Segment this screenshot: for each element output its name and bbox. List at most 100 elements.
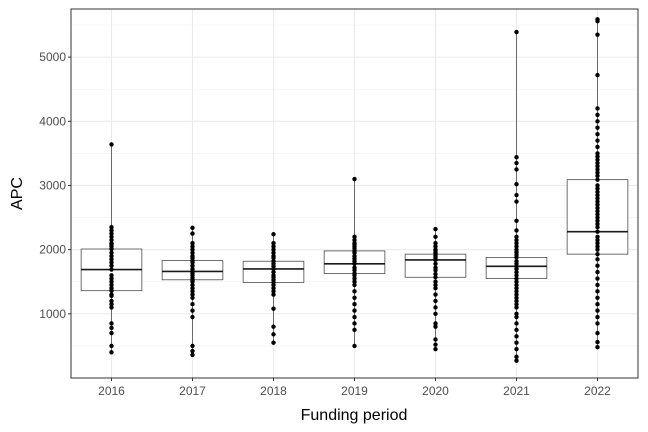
data-point	[190, 314, 195, 320]
data-point	[514, 340, 519, 345]
data-point	[595, 177, 600, 182]
data-point	[352, 282, 357, 288]
data-point	[595, 154, 600, 159]
data-point	[352, 276, 357, 281]
data-point	[271, 340, 276, 345]
x-axis-title: Funding period	[301, 407, 408, 424]
data-point	[433, 311, 438, 317]
data-point	[595, 215, 600, 220]
x-tick-label: 2022	[584, 384, 611, 398]
data-point	[190, 247, 195, 252]
data-point	[595, 131, 600, 137]
data-point	[109, 282, 114, 288]
data-point	[595, 221, 600, 227]
data-point	[595, 125, 600, 130]
x-tick-label: 2021	[503, 384, 530, 398]
data-point	[595, 247, 600, 252]
data-point	[595, 257, 600, 262]
data-point	[595, 196, 600, 201]
data-point	[271, 244, 276, 249]
data-point	[352, 234, 357, 240]
data-point	[190, 302, 195, 307]
data-point	[514, 276, 519, 281]
data-point	[433, 305, 438, 310]
data-point	[595, 106, 600, 111]
data-point	[433, 234, 438, 240]
data-point	[190, 308, 195, 313]
data-point	[271, 292, 276, 297]
data-point	[595, 282, 600, 288]
data-point	[190, 263, 195, 268]
data-point	[433, 346, 438, 352]
data-point	[514, 192, 519, 198]
data-point	[190, 289, 195, 294]
data-point	[190, 266, 195, 272]
data-point	[271, 247, 276, 252]
data-point	[271, 285, 276, 291]
data-point	[352, 327, 357, 333]
data-point	[514, 167, 519, 172]
data-point	[595, 192, 600, 198]
data-point	[514, 292, 519, 297]
data-point	[595, 157, 600, 163]
y-axis-title: APC	[9, 177, 26, 210]
data-point	[514, 279, 519, 284]
data-point	[514, 282, 519, 288]
data-point	[190, 282, 195, 288]
data-point	[433, 342, 438, 347]
data-point	[190, 343, 195, 349]
data-point	[595, 263, 600, 268]
data-point	[109, 241, 114, 246]
data-point	[271, 289, 276, 294]
data-point	[190, 225, 195, 231]
data-point	[109, 260, 114, 265]
data-point	[109, 263, 114, 268]
x-tick-label: 2018	[260, 384, 287, 398]
data-point	[109, 273, 114, 278]
y-tick-label: 1000	[39, 307, 66, 321]
data-point	[514, 244, 519, 249]
data-point	[190, 292, 195, 297]
data-point	[514, 354, 519, 360]
data-point	[433, 271, 438, 277]
x-axis: 2016 2017 2018 2019 2020 2021 2022	[98, 378, 611, 398]
data-point	[352, 271, 357, 276]
data-point	[190, 285, 195, 291]
data-point	[595, 138, 600, 143]
data-point	[595, 344, 600, 350]
data-point	[595, 151, 600, 156]
data-point	[433, 265, 438, 270]
data-point	[109, 253, 114, 259]
data-point	[109, 142, 114, 147]
data-point	[433, 337, 438, 342]
data-point	[595, 183, 600, 188]
data-point	[514, 199, 519, 204]
data-point	[514, 218, 519, 223]
data-point	[595, 330, 600, 336]
data-point	[109, 228, 114, 233]
data-point	[595, 72, 600, 78]
data-point	[352, 176, 357, 182]
data-point	[433, 226, 438, 232]
data-point	[271, 232, 276, 237]
data-point	[514, 327, 519, 333]
data-point	[352, 343, 357, 349]
data-point	[271, 241, 276, 246]
data-point	[109, 285, 114, 291]
data-point	[514, 273, 519, 278]
data-point	[109, 321, 114, 326]
data-point	[352, 302, 357, 307]
data-point	[352, 321, 357, 326]
data-point	[271, 332, 276, 337]
data-point	[109, 276, 114, 281]
data-point	[433, 292, 438, 297]
data-point	[109, 250, 114, 256]
data-point	[514, 298, 519, 304]
data-point	[433, 244, 438, 249]
data-point	[109, 302, 114, 307]
y-tick-label: 2000	[39, 243, 66, 257]
data-point	[514, 311, 519, 317]
data-point	[109, 325, 114, 331]
